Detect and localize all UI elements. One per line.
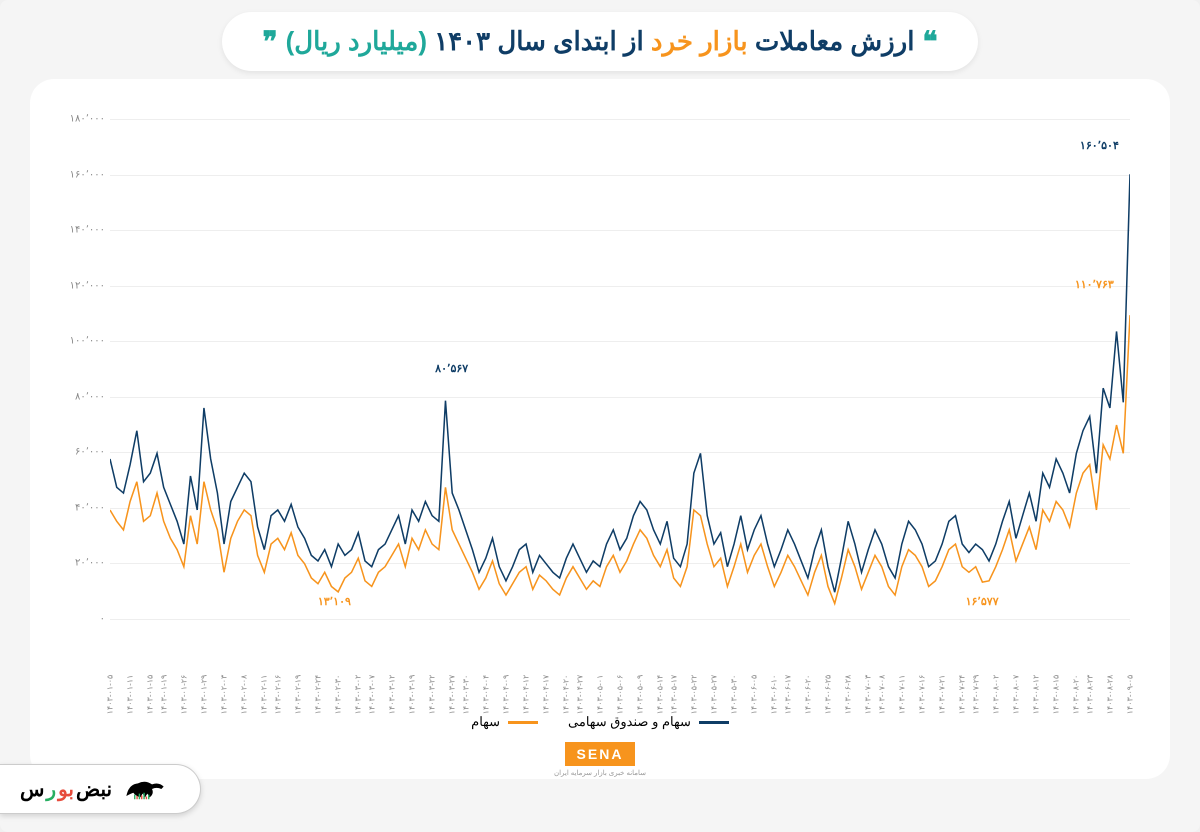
x-tick-label: ۱۴۰۳-۰۷-۲۴ xyxy=(958,675,967,715)
x-tick-label: ۱۴۰۳-۰۲-۲۴ xyxy=(314,675,323,715)
x-tick-label: ۱۴۰۳-۰۷-۱۶ xyxy=(917,675,926,715)
chart-plot xyxy=(110,119,1130,629)
x-tick-label: ۱۴۰۳-۰۶-۰۵ xyxy=(750,675,759,715)
legend-swatch xyxy=(508,721,538,724)
y-tick-label: ۱۶۰٬۰۰۰ xyxy=(55,169,105,180)
y-tick-label: ۸۰٬۰۰۰ xyxy=(55,391,105,402)
chart-title: ارزش معاملات بازار خرد از ابتدای سال ۱۴۰… xyxy=(286,26,915,57)
x-tick-label: ۱۴۰۳-۰۳-۰۲ xyxy=(354,675,363,715)
x-tick-label: ۱۴۰۳-۰۸-۱۲ xyxy=(1032,675,1041,715)
watermark-badge: نبضبورس xyxy=(0,764,201,814)
footer-logo: SENA سامانه خبری بازار سرمایه ایران xyxy=(50,742,1150,777)
x-tick-label: ۱۴۰۳-۰۱-۲۹ xyxy=(199,675,208,715)
x-tick-label: ۱۴۰۳-۰۸-۱۵ xyxy=(1052,675,1061,715)
x-tick-label: ۱۴۰۳-۰۳-۲۲ xyxy=(428,675,437,715)
legend: سهام و صندوق سهامی سهام xyxy=(50,714,1150,730)
legend-swatch xyxy=(699,721,729,724)
x-tick-label: ۱۴۰۳-۰۲-۰۸ xyxy=(240,675,249,715)
x-tick-label: ۱۴۰۳-۰۳-۳۰ xyxy=(461,675,470,715)
x-tick-label: ۱۴۰۳-۰۹-۰۵ xyxy=(1126,675,1135,715)
x-tick-label: ۱۴۰۳-۰۸-۲۸ xyxy=(1105,675,1114,715)
chart-annotation: ۱۱۰٬۷۶۳ xyxy=(1075,278,1114,291)
x-tick-label: ۱۴۰۳-۰۴-۱۲ xyxy=(522,675,531,715)
x-tick-label: ۱۴۰۳-۰۶-۲۵ xyxy=(824,675,833,715)
quote-open-icon: ❝ xyxy=(922,28,937,56)
x-tick-label: ۱۴۰۳-۰۴-۲۷ xyxy=(575,675,584,715)
title-container: ❝ ارزش معاملات بازار خرد از ابتدای سال ۱… xyxy=(0,12,1200,71)
x-tick-label: ۱۴۰۳-۰۴-۰۴ xyxy=(481,675,490,715)
x-tick-label: ۱۴۰۳-۰۱-۱۵ xyxy=(146,675,155,715)
watermark-text: نبضبورس xyxy=(20,777,112,802)
x-tick-label: ۱۴۰۳-۰۸-۲۳ xyxy=(1085,675,1094,715)
y-axis: ۰۲۰٬۰۰۰۴۰٬۰۰۰۶۰٬۰۰۰۸۰٬۰۰۰۱۰۰٬۰۰۰۱۲۰٬۰۰۰۱… xyxy=(55,119,110,619)
x-tick-label: ۱۴۰۳-۰۷-۱۱ xyxy=(897,675,906,715)
x-tick-label: ۱۴۰۳-۰۶-۱۰ xyxy=(770,675,779,715)
title-pill: ❝ ارزش معاملات بازار خرد از ابتدای سال ۱… xyxy=(222,12,977,71)
x-tick-label: ۱۴۰۳-۰۷-۰۳ xyxy=(864,675,873,715)
x-tick-label: ۱۴۰۳-۰۸-۰۲ xyxy=(991,675,1000,715)
x-axis: ۱۴۰۳-۰۱-۰۵۱۴۰۳-۰۱-۱۱۱۴۰۳-۰۱-۱۵۱۴۰۳-۰۱-۱۹… xyxy=(110,619,1130,699)
x-tick-label: ۱۴۰۳-۰۲-۱۱ xyxy=(260,675,269,715)
x-tick-label: ۱۴۰۳-۰۱-۰۵ xyxy=(106,675,115,715)
y-tick-label: ۰ xyxy=(55,614,105,625)
x-tick-label: ۱۴۰۳-۰۴-۱۷ xyxy=(542,675,551,715)
x-tick-label: ۱۴۰۳-۰۳-۲۷ xyxy=(448,675,457,715)
legend-label: سهام xyxy=(471,714,500,730)
y-tick-label: ۲۰٬۰۰۰ xyxy=(55,558,105,569)
chart-annotation: ۱۶۰٬۵۰۴ xyxy=(1080,139,1119,152)
bull-icon xyxy=(120,775,170,803)
legend-label: سهام و صندوق سهامی xyxy=(568,714,691,730)
x-tick-label: ۱۴۰۳-۰۸-۰۷ xyxy=(1011,675,1020,715)
x-tick-label: ۱۴۰۳-۰۵-۲۲ xyxy=(689,675,698,715)
chart-area: ۰۲۰٬۰۰۰۴۰٬۰۰۰۶۰٬۰۰۰۸۰٬۰۰۰۱۰۰٬۰۰۰۱۲۰٬۰۰۰۱… xyxy=(110,119,1130,619)
x-tick-label: ۱۴۰۳-۰۱-۱۹ xyxy=(159,675,168,715)
x-tick-label: ۱۴۰۳-۰۳-۱۲ xyxy=(387,675,396,715)
x-tick-label: ۱۴۰۳-۰۴-۰۹ xyxy=(501,675,510,715)
x-tick-label: ۱۴۰۳-۰۵-۰۹ xyxy=(636,675,645,715)
quote-close-icon: ❞ xyxy=(262,28,277,56)
chart-annotation: ۱۳٬۱۰۹ xyxy=(318,595,351,608)
series-line xyxy=(110,174,1130,592)
y-tick-label: ۱۰۰٬۰۰۰ xyxy=(55,336,105,347)
sena-subtitle: سامانه خبری بازار سرمایه ایران xyxy=(554,769,646,777)
y-tick-label: ۴۰٬۰۰۰ xyxy=(55,502,105,513)
x-tick-label: ۱۴۰۳-۰۵-۱۴ xyxy=(656,675,665,715)
x-tick-label: ۱۴۰۳-۰۷-۰۸ xyxy=(877,675,886,715)
y-tick-label: ۱۲۰٬۰۰۰ xyxy=(55,280,105,291)
x-tick-label: ۱۴۰۳-۰۱-۲۶ xyxy=(179,675,188,715)
legend-item: سهام xyxy=(471,714,538,730)
x-tick-label: ۱۴۰۳-۰۸-۲۰ xyxy=(1072,675,1081,715)
x-tick-label: ۱۴۰۳-۰۷-۲۱ xyxy=(938,675,947,715)
chart-annotation: ۱۶٬۵۷۷ xyxy=(966,595,999,608)
x-tick-label: ۱۴۰۳-۰۲-۱۶ xyxy=(273,675,282,715)
x-tick-label: ۱۴۰۳-۰۶-۲۰ xyxy=(803,675,812,715)
x-tick-label: ۱۴۰۳-۰۳-۱۹ xyxy=(407,675,416,715)
sena-badge: SENA xyxy=(565,742,636,766)
x-tick-label: ۱۴۰۳-۰۵-۱۷ xyxy=(669,675,678,715)
x-tick-label: ۱۴۰۳-۰۵-۰۶ xyxy=(616,675,625,715)
x-tick-label: ۱۴۰۳-۰۲-۱۹ xyxy=(293,675,302,715)
chart-card: ۰ ۲۰٬۰۰۰ ۴۰٬۰۰۰ ۶۰٬۰۰۰ ۸۰٬۰۰۰ ۱۰۰٬۰۰۰ ۱۲۰٬۰۰۰ ۱… xyxy=(30,79,1170,779)
x-tick-label: ۱۴۰۳-۰۵-۲۷ xyxy=(709,675,718,715)
x-tick-label: ۱۴۰۳-۰۱-۱۱ xyxy=(126,675,135,715)
x-tick-label: ۱۴۰۳-۰۵-۰۱ xyxy=(595,675,604,715)
x-tick-label: ۱۴۰۳-۰۷-۲۹ xyxy=(971,675,980,715)
x-tick-label: ۱۴۰۳-۰۲-۳۰ xyxy=(334,675,343,715)
x-tick-label: ۱۴۰۳-۰۶-۲۸ xyxy=(844,675,853,715)
series-line xyxy=(110,315,1130,603)
y-tick-label: ۶۰٬۰۰۰ xyxy=(55,447,105,458)
x-tick-label: ۱۴۰۳-۰۳-۰۷ xyxy=(367,675,376,715)
x-tick-label: ۱۴۰۳-۰۵-۳۰ xyxy=(730,675,739,715)
chart-annotation: ۸۰٬۵۶۷ xyxy=(435,362,468,375)
y-tick-label: ۱۴۰٬۰۰۰ xyxy=(55,225,105,236)
legend-item: سهام و صندوق سهامی xyxy=(568,714,729,730)
x-tick-label: ۱۴۰۳-۰۶-۱۷ xyxy=(783,675,792,715)
x-tick-label: ۱۴۰۳-۰۲-۰۳ xyxy=(220,675,229,715)
x-tick-label: ۱۴۰۳-۰۴-۲۰ xyxy=(562,675,571,715)
y-tick-label: ۱۸۰٬۰۰۰ xyxy=(55,114,105,125)
